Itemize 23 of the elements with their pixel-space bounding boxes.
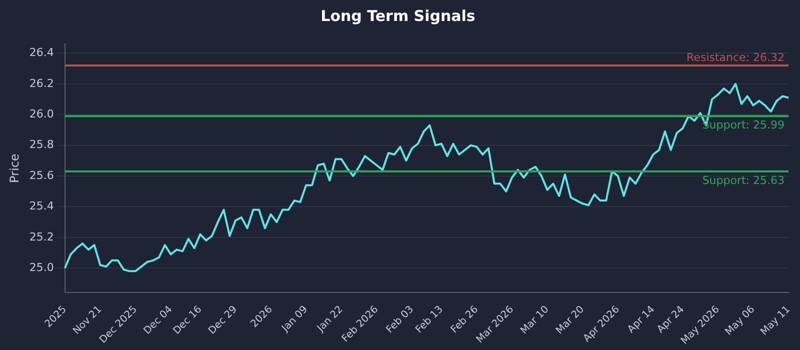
x-tick-label: Dec 16 xyxy=(171,304,204,337)
x-tick-label: Dec 29 xyxy=(206,304,240,337)
y-tick-label: 25.2 xyxy=(29,230,54,244)
y-tick-label: 25.4 xyxy=(29,200,54,213)
x-tick-label: Mar 10 xyxy=(518,304,552,336)
x-tick-label: Jan 09 xyxy=(279,304,310,335)
ref-line-label: Resistance: 26.32 xyxy=(686,50,785,64)
y-tick-label: 26.2 xyxy=(29,76,54,90)
x-tick-label: Apr 14 xyxy=(626,304,658,336)
y-tick-label: 26.4 xyxy=(29,46,54,60)
y-tick-label: 25.0 xyxy=(29,260,54,274)
y-tick-label: 25.6 xyxy=(29,168,54,182)
x-tick-label: Feb 13 xyxy=(414,304,446,336)
y-axis-title: Price xyxy=(7,154,22,183)
x-tick-label: Feb 03 xyxy=(384,304,416,336)
ref-line-label: Support: 25.99 xyxy=(702,118,785,132)
x-tick-label: Jan 22 xyxy=(314,304,346,335)
x-tick-label: Apr 24 xyxy=(655,304,687,336)
chart-title: Long Term Signals xyxy=(320,6,476,25)
ref-line-label: Support: 25.63 xyxy=(702,174,785,187)
y-tick-label: 26.0 xyxy=(29,107,54,120)
x-tick-label: Feb 26 xyxy=(449,304,481,336)
y-tick-label: 25.8 xyxy=(29,138,54,152)
